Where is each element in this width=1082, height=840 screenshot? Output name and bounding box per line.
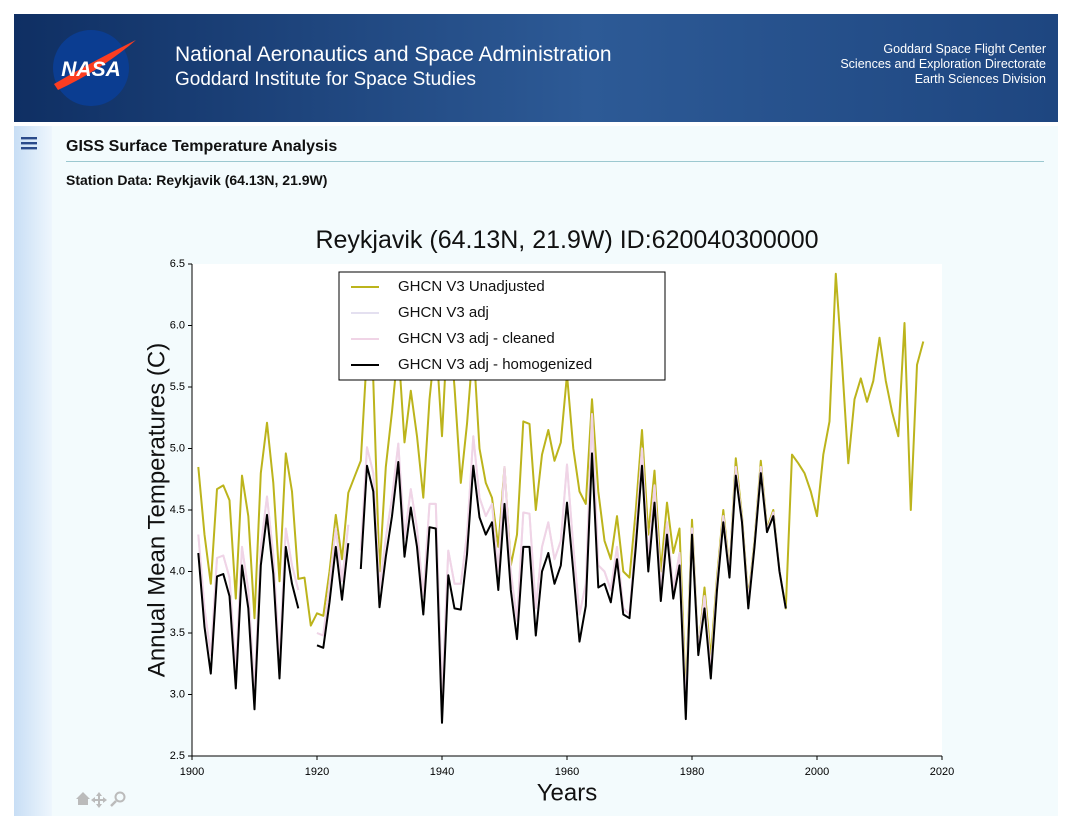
- legend-label: GHCN V3 Unadjusted: [398, 278, 545, 295]
- x-tick-label: 1980: [680, 766, 704, 778]
- header-right-line: Sciences and Exploration Directorate: [840, 57, 1046, 71]
- series-line: [197, 513, 300, 711]
- home-icon[interactable]: [76, 792, 90, 805]
- page-heading: GISS Surface Temperature Analysis: [66, 138, 338, 155]
- y-tick-label: 4.0: [170, 565, 185, 577]
- y-axis-label: Annual Mean Temperatures (C): [143, 343, 170, 677]
- series-line: [197, 272, 925, 698]
- toolbar: [76, 791, 126, 808]
- legend: GHCN V3 Unadjusted GHCN V3 adj GHCN V3 adj…: [338, 271, 666, 381]
- header-title: National Aeronautics and Space Administr…: [175, 43, 612, 66]
- station-label: Station Data: Reykjavik (64.13N, 21.9W): [66, 172, 328, 188]
- header: NASA National Aeronautics and Space Admi…: [14, 14, 1058, 122]
- x-tick-label: 1900: [180, 766, 204, 778]
- zoom-icon[interactable]: [110, 791, 126, 807]
- y-tick-label: 6.0: [170, 319, 185, 331]
- legend-label: GHCN V3 adj - homogenized: [398, 356, 592, 373]
- y-tick-label: 3.5: [170, 627, 185, 639]
- header-subtitle: Goddard Institute for Space Studies: [175, 69, 477, 90]
- divider: [66, 161, 1044, 162]
- header-right-line: Earth Sciences Division: [914, 72, 1046, 86]
- x-axis-label: Years: [537, 779, 598, 806]
- x-tick-label: 1920: [305, 766, 329, 778]
- series-line: [316, 543, 350, 649]
- header-right: Goddard Space Flight Center Sciences and…: [840, 42, 1046, 87]
- y-tick-label: 5.5: [170, 381, 185, 393]
- series-line: [359, 452, 787, 724]
- logo: NASA: [53, 30, 136, 106]
- logo-text: NASA: [61, 58, 121, 81]
- sidebar: [14, 126, 52, 816]
- series-line: [316, 524, 350, 637]
- y-tick-label: 4.5: [170, 504, 185, 516]
- x-tick-label: 2000: [805, 766, 829, 778]
- menu-button[interactable]: [14, 126, 52, 160]
- pan-icon[interactable]: [91, 792, 107, 808]
- x-tick-label: 1940: [430, 766, 454, 778]
- x-tick-label: 1960: [555, 766, 579, 778]
- y-tick-label: 3.0: [170, 688, 185, 700]
- y-tick-label: 5.0: [170, 442, 185, 454]
- x-tick-label: 2020: [930, 766, 954, 778]
- header-right-line: Goddard Space Flight Center: [883, 42, 1046, 56]
- y-tick-label: 2.5: [170, 750, 185, 762]
- chart-title: Reykjavik (64.13N, 21.9W) ID:62004030000…: [315, 226, 818, 254]
- y-tick-label: 6.5: [170, 258, 185, 270]
- legend-label: GHCN V3 adj: [398, 304, 489, 321]
- legend-box: [338, 271, 666, 381]
- legend-label: GHCN V3 adj - cleaned: [398, 330, 555, 347]
